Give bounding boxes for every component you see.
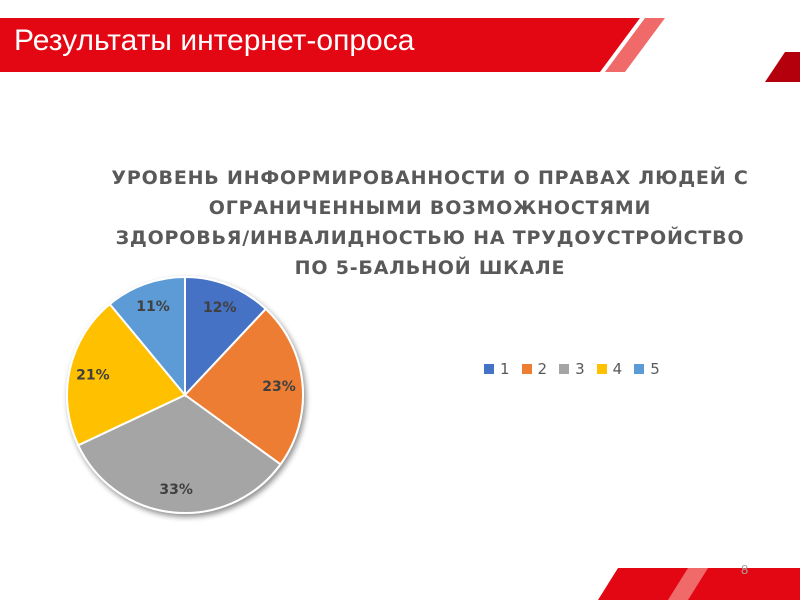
- pie-slice-4: [66, 302, 187, 447]
- legend-swatch: [596, 364, 607, 374]
- pie-data-label: 33%: [159, 482, 193, 498]
- legend-swatch: [634, 364, 645, 374]
- legend-item-2: 2: [521, 360, 548, 378]
- banner-dark-shape: [765, 52, 800, 82]
- page-number: 8: [741, 562, 749, 577]
- legend-label: 4: [612, 360, 623, 378]
- pie-data-label: 21%: [76, 367, 110, 383]
- chart-title: УРОВЕНЬ ИНФОРМИРОВАННОСТИ О ПРАВАХ ЛЮДЕЙ…: [100, 163, 760, 283]
- banner-light-shape: [605, 18, 665, 72]
- legend-item-1: 1: [484, 360, 510, 378]
- legend-item-4: 4: [596, 360, 623, 378]
- pie-slice-3: [76, 393, 282, 514]
- legend-label: 1: [500, 360, 510, 378]
- pie-slice-2: [183, 307, 304, 466]
- legend-label: 2: [537, 360, 548, 378]
- legend-swatch: [484, 364, 494, 374]
- pie-data-label: 11%: [136, 299, 170, 315]
- footer-decoration: [598, 568, 800, 600]
- legend-item-3: 3: [559, 360, 585, 378]
- legend-item-5: 5: [634, 360, 660, 378]
- pie-slice-5: [108, 275, 186, 398]
- slide-title: Результаты интернет-опроса: [14, 24, 415, 57]
- chart-title-line: ОГРАНИЧЕННЫМИ ВОЗМОЖНОСТЯМИ: [208, 197, 652, 219]
- chart-title-line: УРОВЕНЬ ИНФОРМИРОВАННОСТИ О ПРАВАХ ЛЮДЕЙ…: [111, 167, 749, 189]
- legend-label: 3: [575, 360, 585, 378]
- pie-data-label: 23%: [262, 379, 296, 395]
- chart-title-line: ПО 5-БАЛЬНОЙ ШКАЛЕ: [294, 257, 566, 279]
- legend-swatch: [521, 364, 532, 374]
- legend-label: 5: [650, 360, 660, 378]
- pie-slice-1: [184, 275, 268, 398]
- title-banner: [0, 18, 800, 82]
- pie-chart: 12% 23% 33% 21% 11%: [66, 275, 304, 514]
- banner-red-band: [0, 18, 640, 72]
- chart-legend: 1 2 3 4 5: [484, 360, 660, 378]
- chart-title-line: ЗДОРОВЬЯ/ИНВАЛИДНОСТЬЮ НА ТРУДОУСТРОЙСТВ…: [115, 227, 745, 249]
- pie-data-label: 12%: [203, 300, 237, 316]
- legend-swatch: [559, 364, 570, 374]
